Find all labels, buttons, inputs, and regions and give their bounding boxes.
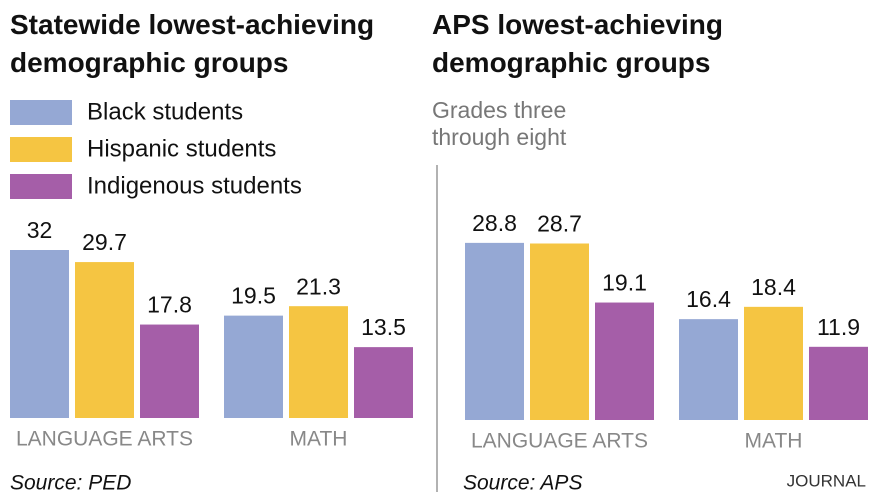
x-tick-label: MATH xyxy=(290,428,348,451)
source: Source: APS xyxy=(463,472,582,495)
value-label: 16.4 xyxy=(686,286,731,312)
value-label: 13.5 xyxy=(361,314,406,340)
credit: JOURNAL xyxy=(787,471,866,490)
legend-swatch xyxy=(10,137,72,162)
bar xyxy=(354,347,413,418)
legend-label: Black students xyxy=(87,98,243,125)
value-label: 17.8 xyxy=(147,292,192,318)
bar xyxy=(224,315,283,418)
bar xyxy=(10,250,69,418)
chart-subtitle: Grades three through eight xyxy=(432,97,567,150)
source: Source: PED xyxy=(10,472,131,495)
bar xyxy=(75,262,134,418)
x-tick-label: LANGUAGE ARTS xyxy=(16,428,193,451)
bar xyxy=(679,319,738,420)
value-label: 18.4 xyxy=(751,274,796,300)
bar xyxy=(140,324,199,418)
bar xyxy=(289,306,348,418)
value-label: 19.5 xyxy=(231,283,276,309)
value-label: 32 xyxy=(27,217,53,243)
value-label: 11.9 xyxy=(817,314,860,340)
legend-label: Indigenous students xyxy=(87,172,302,199)
chart-title: Statewide lowest-achieving demographic g… xyxy=(10,9,375,78)
value-label: 21.3 xyxy=(296,273,341,299)
value-label: 28.7 xyxy=(537,211,582,237)
legend-label: Hispanic students xyxy=(87,135,276,162)
value-label: 29.7 xyxy=(82,229,127,255)
bar xyxy=(530,243,589,420)
chart-title: APS lowest-achieving demographic groups xyxy=(432,9,723,78)
bar xyxy=(465,242,524,420)
bar xyxy=(595,302,654,420)
bar xyxy=(744,306,803,420)
x-tick-label: LANGUAGE ARTS xyxy=(471,430,648,453)
x-tick-label: MATH xyxy=(745,430,803,453)
legend-swatch xyxy=(10,100,72,125)
bar xyxy=(809,346,868,420)
value-label: 19.1 xyxy=(602,270,647,296)
legend-swatch xyxy=(10,174,72,199)
value-label: 28.8 xyxy=(472,210,517,236)
